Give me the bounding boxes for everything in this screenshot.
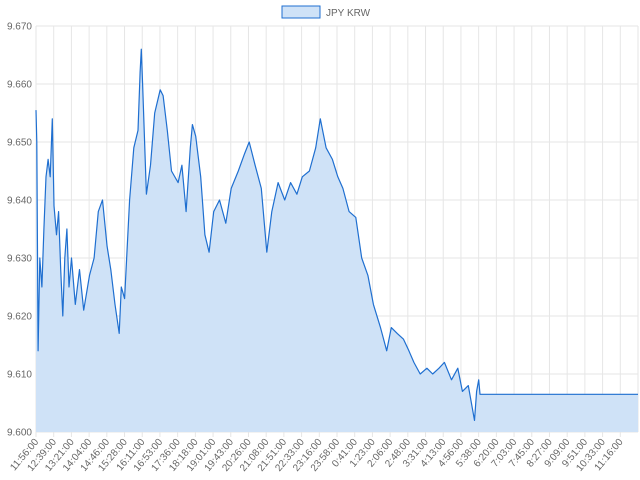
- legend-label: JPY KRW: [326, 8, 371, 19]
- y-tick-label: 9.630: [7, 254, 32, 265]
- series-line: [35, 48, 638, 421]
- x-axis-ticks: 11:56:0012:39:0013:21:0014:04:0014:46:00…: [8, 437, 626, 474]
- y-tick-label: 9.620: [7, 312, 32, 323]
- y-tick-label: 9.670: [7, 22, 32, 33]
- legend[interactable]: JPY KRW: [281, 5, 371, 19]
- series-area-fill: [36, 49, 638, 432]
- y-tick-label: 9.640: [7, 196, 32, 207]
- y-tick-label: 9.610: [7, 370, 32, 381]
- y-tick-label: 9.650: [7, 138, 32, 149]
- y-tick-label: 9.660: [7, 80, 32, 91]
- legend-swatch: [281, 5, 321, 19]
- y-tick-label: 9.600: [7, 428, 32, 439]
- y-axis-ticks: 9.600 9.610 9.620 9.630 9.640 9.650 9.660 9.670: [7, 22, 32, 439]
